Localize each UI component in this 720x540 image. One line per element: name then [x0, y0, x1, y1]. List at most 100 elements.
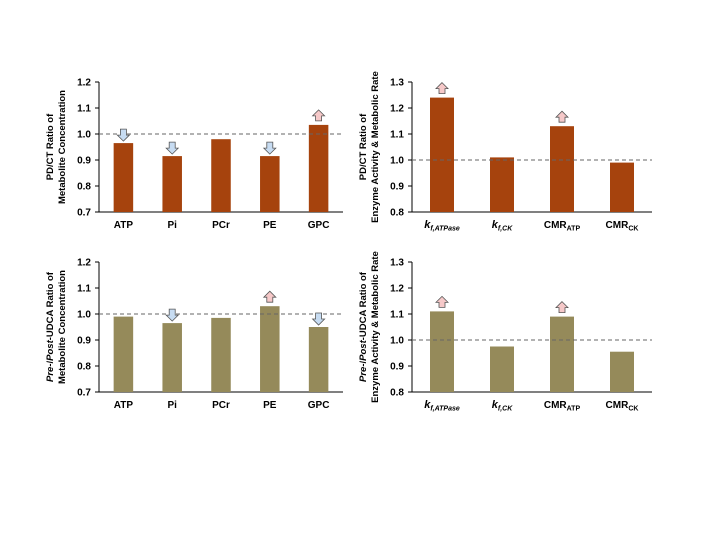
x-category-label: kf,ATPase [424, 219, 460, 233]
y-axis-title-line2: Enzyme Activity & Metabolic Rate [370, 71, 381, 223]
category-base: CMR [544, 400, 568, 411]
x-category-label: CMRCK [606, 220, 639, 233]
up-arrow-icon [311, 109, 326, 122]
x-category-label: kf,ATPase [424, 399, 460, 413]
y-axis-title-line1: Pre-/Post-UDCA Ratio of [358, 271, 369, 382]
category-base: PCr [212, 220, 230, 231]
y-axis-title-line1: PD/CT Ratio of [45, 113, 56, 180]
down-arrow-icon [262, 141, 277, 155]
y-tick-label: 1.0 [77, 130, 91, 141]
bar [113, 143, 134, 212]
category-base: GPC [308, 400, 330, 411]
bar [260, 156, 280, 212]
bar [162, 156, 182, 212]
category-subscript: ATP [567, 226, 581, 233]
chart-pdct-enzyme: 0.80.91.01.11.21.3kf,ATPase kf,CK CMRATP CM… [358, 71, 652, 233]
up-arrow-icon [435, 295, 449, 308]
category-subscript: CK [628, 226, 638, 233]
category-base: k [424, 219, 431, 231]
y-tick-label: 0.8 [77, 182, 91, 193]
down-arrow-icon [311, 312, 326, 326]
y-tick-label: 1.2 [77, 78, 91, 89]
y-axis-title-pre: Pre- [358, 364, 369, 382]
y-axis-title-text: PD/CT Ratio of [358, 113, 369, 180]
y-tick-label: 1.2 [390, 284, 404, 295]
category-base: CMR [544, 220, 568, 231]
x-category-label: kf,CK [492, 399, 513, 413]
bar [610, 351, 634, 392]
category-base: ATP [114, 220, 134, 231]
category-base: PCr [212, 400, 230, 411]
x-category-label: PE [263, 400, 277, 411]
down-arrow-icon [165, 308, 180, 322]
x-category-label: Pi [167, 220, 177, 231]
category-base: PE [263, 220, 277, 231]
bar [211, 139, 231, 212]
bar [260, 306, 280, 392]
bar [211, 317, 231, 392]
y-tick-label: 0.7 [77, 388, 91, 399]
bar [162, 323, 182, 392]
category-subscript: f,CK [498, 226, 513, 233]
up-arrow-icon [435, 82, 449, 94]
category-subscript: f,ATPase [430, 226, 460, 233]
x-category-label: PE [263, 220, 277, 231]
category-base: PE [263, 400, 277, 411]
category-base: CMR [606, 220, 630, 231]
y-tick-label: 0.8 [390, 388, 404, 399]
y-axis-title-text: Metabolite Concentration [57, 270, 68, 384]
bar [550, 126, 574, 212]
x-category-label: ATP [114, 220, 134, 231]
y-tick-label: 1.1 [77, 104, 91, 115]
y-axis-title-line1: Pre-/Post-UDCA Ratio of [45, 271, 56, 382]
up-arrow-icon [555, 110, 569, 123]
up-arrow-icon [555, 301, 569, 313]
x-category-label: CMRCK [606, 400, 639, 413]
category-base: CMR [606, 400, 630, 411]
chart-udca-metabolite: 0.7 0.8 0.9 1.0 1.1 1.2 ATP Pi PCr PE GPC Pre-/Post… [45, 258, 343, 411]
y-tick-label: 1.0 [390, 156, 404, 167]
down-arrow-icon [116, 128, 131, 142]
category-subscript: ATP [567, 406, 581, 413]
bar [308, 327, 329, 392]
y-axis-title-post: Post- [45, 337, 56, 361]
y-tick-label: 1.3 [390, 78, 404, 89]
y-tick-label: 1.3 [390, 258, 404, 269]
y-tick-label: 0.7 [77, 208, 91, 219]
category-base: ATP [114, 400, 134, 411]
bar [113, 316, 134, 392]
x-category-label: GPC [308, 400, 330, 411]
category-subscript: f,CK [498, 406, 513, 413]
y-tick-label: 1.1 [390, 310, 404, 321]
up-arrow-icon [262, 290, 277, 303]
y-tick-label: 0.9 [390, 182, 404, 193]
bar [430, 311, 454, 392]
chart-udca-enzyme: 0.80.91.01.11.21.3kf,ATPase kf,CK CMRATP CM… [358, 251, 652, 413]
down-arrow-icon [165, 141, 180, 155]
x-category-label: PCr [212, 220, 230, 231]
y-tick-label: 0.9 [77, 156, 91, 167]
x-category-label: ATP [114, 400, 134, 411]
category-subscript: f,ATPase [430, 406, 460, 413]
x-category-label: PCr [212, 400, 230, 411]
category-base: k [424, 399, 431, 411]
y-tick-label: 0.9 [390, 362, 404, 373]
chart-pdct-metabolite: 0.7 0.8 0.9 1.0 1.1 1.2 ATP Pi PCr PE GPC PD/CT Rat… [45, 78, 343, 231]
y-axis-title-text: Enzyme Activity & Metabolic Rate [370, 71, 381, 223]
y-tick-label: 1.2 [390, 104, 404, 115]
category-base: GPC [308, 220, 330, 231]
y-axis-title-rest: UDCA Ratio of [358, 271, 369, 337]
x-category-label: CMRATP [544, 400, 581, 413]
y-tick-label: 0.8 [390, 208, 404, 219]
y-axis-title-text: Enzyme Activity & Metabolic Rate [370, 251, 381, 403]
y-axis-title-post: Post- [358, 337, 369, 361]
y-axis-title-line1: PD/CT Ratio of [358, 113, 369, 180]
y-tick-label: 1.1 [390, 130, 404, 141]
y-axis-title-pre: Pre- [45, 364, 56, 382]
y-axis-title-line2: Enzyme Activity & Metabolic Rate [370, 251, 381, 403]
category-base: Pi [167, 220, 177, 231]
y-axis-title-line2: Metabolite Concentration [57, 270, 68, 384]
y-tick-label: 1.0 [77, 310, 91, 321]
y-axis-title-line2: Metabolite Concentration [57, 90, 68, 204]
